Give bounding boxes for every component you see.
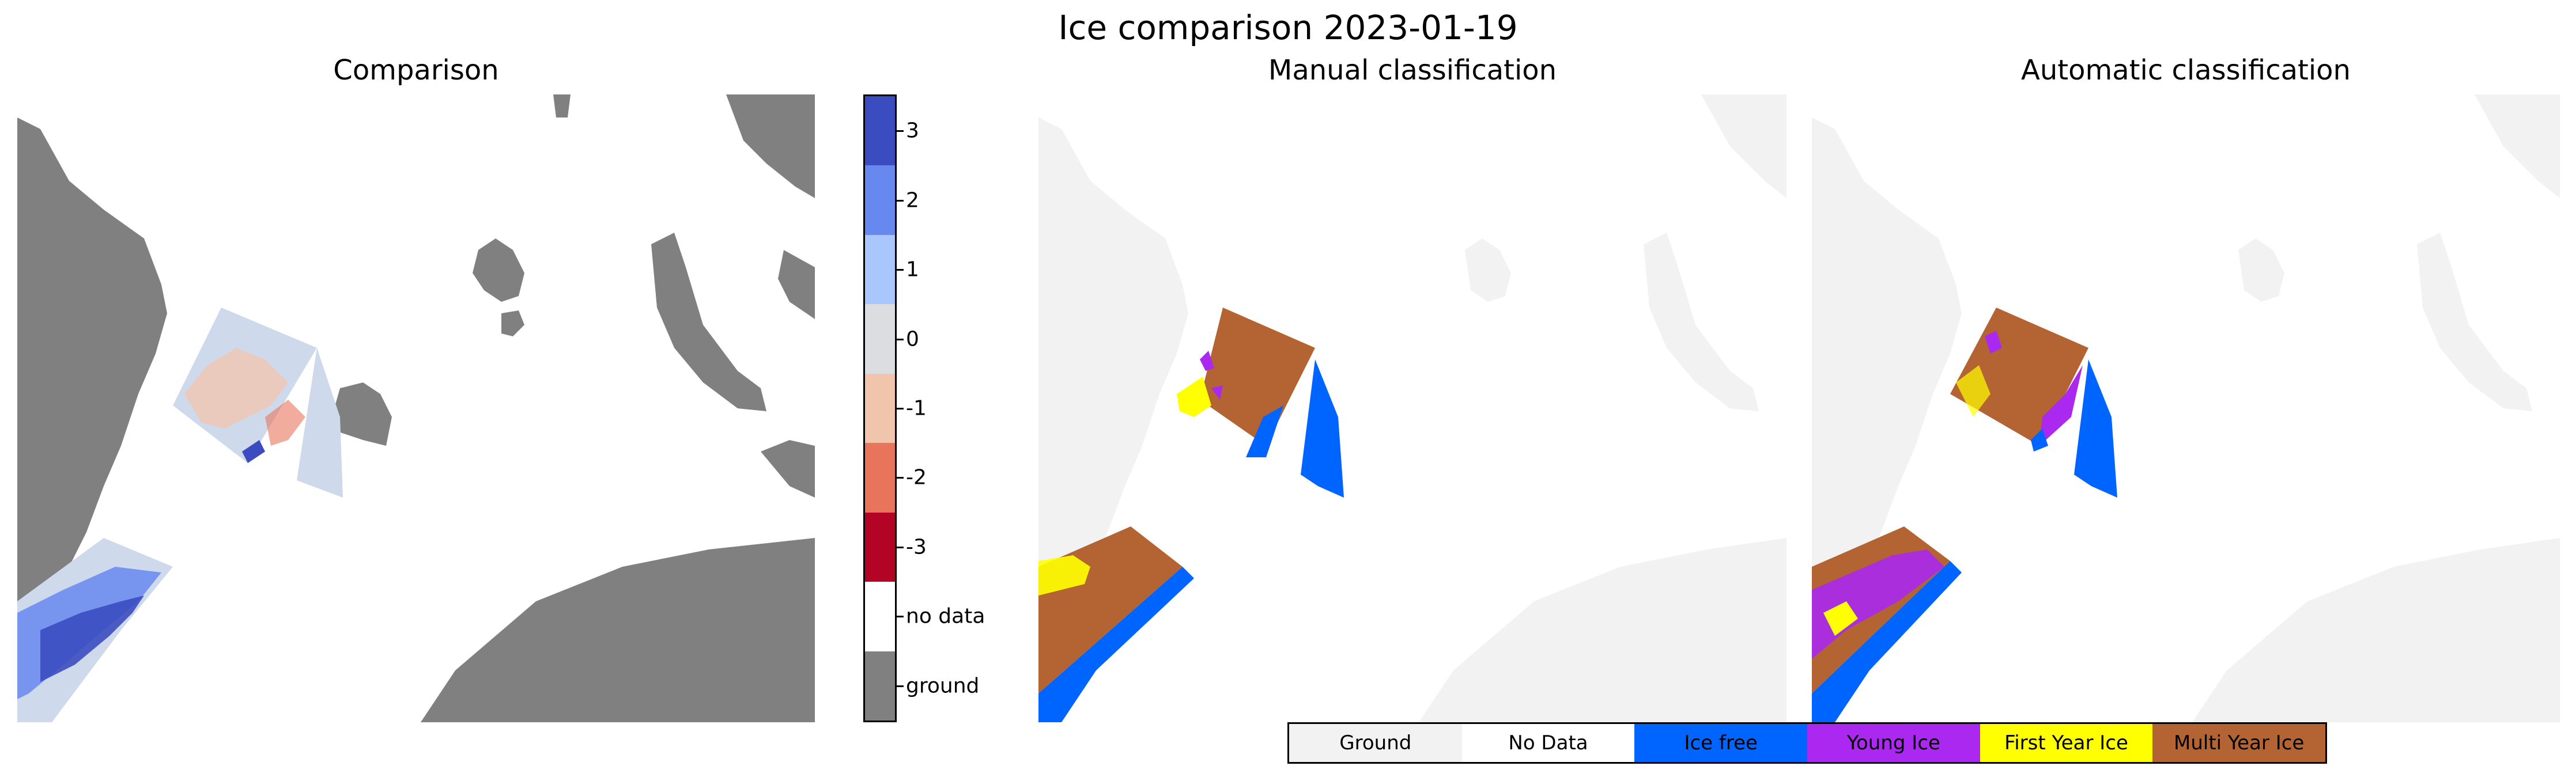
colorbar-label: 3 <box>906 119 919 143</box>
legend-item: Ice free <box>1634 724 1808 762</box>
manual-classification-map <box>1038 94 1786 722</box>
colorbar-label: 1 <box>906 257 919 282</box>
colorbar-tick <box>897 685 904 687</box>
colorbar-tick <box>897 477 904 479</box>
legend-item: Multi Year Ice <box>2152 724 2326 762</box>
colorbar-label: no data <box>906 604 985 628</box>
colorbar-cell <box>865 443 895 513</box>
legend-item: First Year Ice <box>1980 724 2153 762</box>
manual-classification-title: Manual classification <box>1268 54 1557 86</box>
colorbar-tick <box>897 408 904 410</box>
manual-icefree-wedge <box>1301 359 1344 498</box>
colorbar-tick <box>897 546 904 548</box>
colorbar-cell <box>865 304 895 374</box>
comparison-swath-wedge <box>297 348 343 498</box>
colorbar-tick <box>897 199 904 202</box>
colorbar-tick <box>897 616 904 618</box>
comparison-title: Comparison <box>333 54 499 86</box>
figure-title: Ice comparison 2023-01-19 <box>1058 8 1518 47</box>
legend-item: Young Ice <box>1807 724 1980 762</box>
colorbar-tick <box>897 338 904 340</box>
comparison-map <box>17 94 815 722</box>
colorbar-cell <box>865 512 895 582</box>
colorbar-label: 2 <box>906 188 919 213</box>
colorbar-label: 0 <box>906 327 919 351</box>
colorbar-tick <box>897 130 904 132</box>
classification-legend: Ground No Data Ice free Young Ice First Year… <box>1287 722 2327 764</box>
colorbar-cell <box>865 582 895 652</box>
colorbar-cell <box>865 165 895 236</box>
comparison-colorbar <box>863 94 897 722</box>
automatic-classification-title: Automatic classification <box>2021 54 2351 86</box>
colorbar-cell <box>865 234 895 305</box>
land-areas-faint <box>1038 94 1786 722</box>
land-areas-faint <box>1812 94 2560 722</box>
colorbar-tick <box>897 269 904 271</box>
colorbar-cell <box>865 96 895 166</box>
colorbar-label: -3 <box>906 535 927 559</box>
legend-item: Ground <box>1289 724 1462 762</box>
colorbar-cell <box>865 373 895 443</box>
colorbar-label: -2 <box>906 465 927 490</box>
manual-myi-upper <box>1200 308 1315 446</box>
legend-item: No Data <box>1461 724 1635 762</box>
colorbar-cell <box>865 651 895 721</box>
colorbar-label: -1 <box>906 396 927 420</box>
automatic-classification-map <box>1812 94 2560 722</box>
auto-icefree-wedge <box>2074 359 2117 498</box>
colorbar-label: ground <box>906 674 980 698</box>
land-areas <box>17 94 815 722</box>
